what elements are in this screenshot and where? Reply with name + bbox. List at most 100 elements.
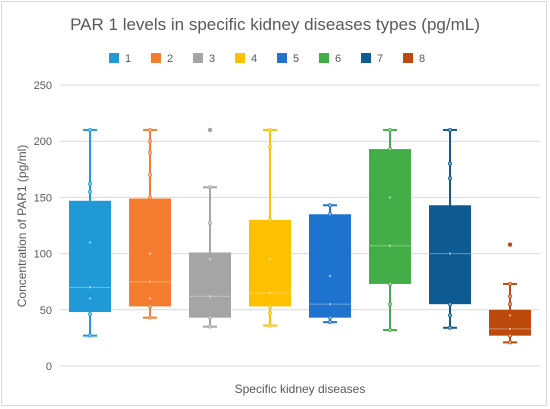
data-point-1-3	[88, 285, 93, 290]
legend-swatch-3	[193, 53, 203, 63]
chart-title: PAR 1 levels in specific kidney diseases…	[70, 15, 480, 34]
legend-label-5: 5	[293, 53, 299, 65]
data-point-4-7	[267, 127, 272, 132]
data-point-4-4	[267, 257, 272, 262]
data-point-8-0	[507, 340, 512, 345]
legend-swatch-6	[319, 53, 329, 63]
legend-label-6: 6	[335, 53, 341, 65]
data-point-1-6	[88, 181, 93, 186]
box-rect-3	[189, 252, 231, 318]
data-point-4-1	[267, 311, 272, 316]
data-point-8-4	[507, 302, 512, 307]
legend-swatch-4	[235, 53, 245, 63]
box-5	[309, 203, 351, 325]
data-point-8-2	[507, 326, 512, 331]
data-point-8-6	[507, 281, 512, 286]
data-point-2-7	[147, 150, 152, 155]
data-point-7-6	[447, 127, 452, 132]
data-point-4-5	[267, 217, 272, 222]
data-point-3-2	[207, 294, 212, 299]
data-point-7-5	[447, 161, 452, 166]
data-point-2-8	[147, 139, 152, 144]
legend-swatch-7	[361, 53, 371, 63]
data-point-5-3	[327, 274, 332, 279]
data-point-2-3	[147, 279, 152, 284]
y-tick-label-50: 50	[40, 305, 52, 317]
data-point-3-5	[207, 185, 212, 190]
data-point-5-2	[327, 302, 332, 307]
y-tick-label-250: 250	[34, 80, 52, 92]
data-point-8-3	[507, 313, 512, 318]
legend-label-4: 4	[251, 53, 257, 65]
box-3	[189, 127, 231, 329]
box-7	[429, 127, 471, 330]
legend-swatch-8	[403, 53, 413, 63]
data-point-3-1	[207, 315, 212, 320]
data-point-1-0	[88, 333, 93, 338]
data-point-6-0	[387, 328, 392, 333]
data-point-4-2	[267, 304, 272, 309]
data-point-7-0	[447, 325, 452, 330]
data-point-2-5	[147, 195, 152, 200]
legend-label-3: 3	[209, 53, 215, 65]
data-point-1-2	[88, 296, 93, 301]
box-2	[129, 127, 171, 320]
data-point-4-6	[267, 144, 272, 149]
legend: 1 2 3 4 5 6 7 8	[109, 53, 425, 65]
data-point-2-1	[147, 304, 152, 309]
data-point-7-1	[447, 313, 452, 318]
data-point-1-5	[88, 189, 93, 194]
legend-label-2: 2	[167, 53, 173, 65]
data-point-1-7	[88, 127, 93, 132]
data-point-5-4	[327, 212, 332, 217]
legend-label-8: 8	[419, 53, 425, 65]
y-tick-label-100: 100	[34, 249, 52, 261]
y-axis-title: Concentration of PAR1 (pg/ml)	[15, 145, 29, 308]
box-rect-1	[69, 200, 111, 313]
data-point-6-3	[387, 243, 392, 248]
data-point-5-0	[327, 320, 332, 325]
data-point-1-1	[88, 312, 93, 317]
data-point-3-0	[207, 324, 212, 329]
data-point-6-5	[387, 147, 392, 152]
data-point-8-1	[507, 333, 512, 338]
outlier-8-0	[507, 242, 513, 247]
data-point-8-5	[507, 294, 512, 299]
data-point-6-2	[387, 281, 392, 286]
legend-swatch-2	[151, 53, 161, 63]
box-rect-6	[369, 149, 411, 284]
data-point-6-6	[387, 127, 392, 132]
legend-swatch-1	[109, 53, 119, 63]
y-tick-label-150: 150	[34, 192, 52, 204]
data-point-5-1	[327, 315, 332, 320]
legend-label-1: 1	[125, 53, 131, 65]
data-point-7-2	[447, 302, 452, 307]
data-point-2-2	[147, 296, 152, 301]
box-8	[489, 242, 531, 345]
data-point-3-3	[207, 257, 212, 262]
y-tick-labels: 0 50 100 150 200 250	[34, 80, 52, 373]
data-point-4-0	[267, 323, 272, 328]
data-point-6-1	[387, 302, 392, 307]
y-tick-label-200: 200	[34, 136, 52, 148]
data-point-7-4	[447, 176, 452, 181]
outlier-3-0	[207, 127, 213, 133]
data-point-5-5	[327, 203, 332, 208]
legend-swatch-5	[277, 53, 287, 63]
box-4	[249, 127, 291, 328]
data-point-7-3	[447, 251, 452, 256]
data-point-2-6	[147, 172, 152, 177]
data-point-3-4	[207, 221, 212, 226]
y-tick-label-0: 0	[46, 361, 52, 373]
data-point-4-3	[267, 290, 272, 295]
box-1	[69, 127, 111, 338]
box-6	[369, 127, 411, 333]
data-point-6-4	[387, 195, 392, 200]
data-point-2-9	[147, 127, 152, 132]
legend-label-7: 7	[377, 53, 383, 65]
x-axis-title: Specific kidney diseases	[235, 382, 366, 396]
data-point-2-0	[147, 315, 152, 320]
data-point-1-4	[88, 240, 93, 245]
boxes	[69, 127, 531, 345]
